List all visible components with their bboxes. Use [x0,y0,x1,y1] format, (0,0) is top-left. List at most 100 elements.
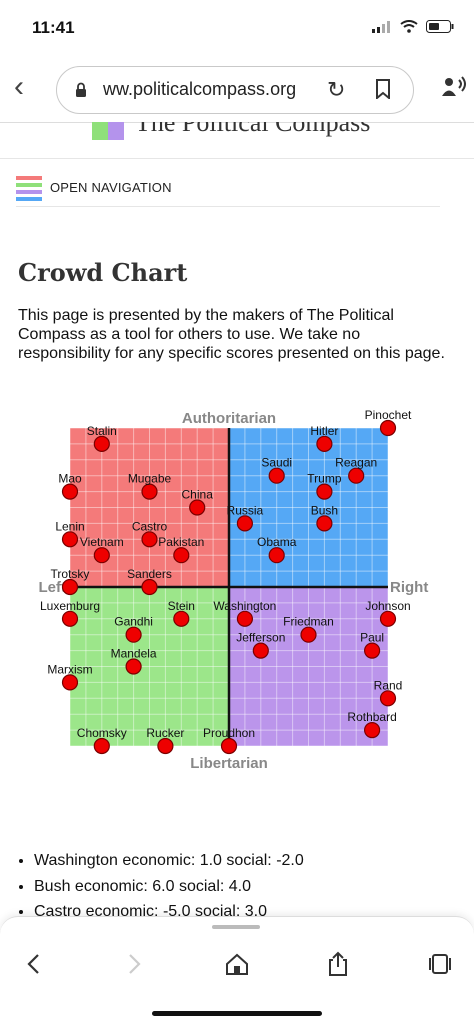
data-point-china [189,499,206,516]
speaker-icon[interactable] [442,76,468,98]
data-point-rucker [157,737,174,755]
data-point-trump [316,483,333,500]
data-point-obama [268,547,285,564]
data-point-stein [173,610,190,627]
data-point-sanders [141,578,158,596]
data-label: Marxism [47,662,92,676]
data-label: Proudhon [203,726,255,740]
data-point-washington [236,610,253,627]
data-label: Lenin [55,519,84,533]
data-point-russia [236,515,253,532]
data-label: Stalin [87,424,117,438]
data-point-stalin [93,435,110,453]
data-point-rothbard [364,722,381,739]
intro-text: This page is presented by the makers of … [18,307,445,362]
data-point-paul [364,642,381,659]
data-label: Vietnam [80,535,124,549]
data-label: Sanders [127,567,172,581]
reload-icon[interactable]: ↻ [327,77,346,102]
quadrant-authoritarian-right [229,428,388,587]
site-header: The Political Compass [0,122,474,159]
data-label: China [182,488,214,502]
share-icon[interactable] [323,949,353,979]
data-label: Trotsky [51,567,90,581]
site-title: The Political Compass [135,122,371,137]
data-point-luxemburg [61,610,79,627]
data-label: Castro [132,519,168,533]
data-point-castro [141,531,158,548]
data-point-johnson [379,610,397,627]
data-label: Hitler [310,424,338,438]
data-label: Mugabe [128,472,172,486]
site-logo [92,122,124,140]
data-label: Jefferson [236,631,285,645]
data-label: Stein [168,599,195,613]
sheet-grabber[interactable] [212,925,260,929]
data-label: Bush [311,503,338,517]
bookmark-icon[interactable] [375,79,391,99]
data-point-saudi [268,467,285,484]
data-point-hitler [316,435,333,453]
score-list-item: Castro economic: -5.0 social: 3.0 [34,899,304,925]
data-label: Russia [227,503,264,517]
address-field[interactable]: ww.politicalcompass.org ↻ [56,66,414,114]
data-label: Chomsky [77,726,127,740]
score-list-item: Washington economic: 1.0 social: -2.0 [34,848,304,874]
data-label: Rand [374,678,403,692]
data-label: Gandhi [114,615,153,629]
data-point-trotsky [61,578,79,596]
data-point-pinochet [379,419,397,437]
data-points: Stalin Hitler Pinochet Mugabe China Mao Saudi R… [40,408,412,755]
page-title: Crowd Chart [18,258,188,287]
status-icons [372,20,454,33]
tabs-icon[interactable] [425,949,455,979]
browser-toolbar [0,916,474,1025]
axis-label-libertarian: Libertarian [190,755,268,772]
data-label: Obama [257,535,297,549]
open-navigation[interactable]: OPEN NAVIGATION [16,170,440,207]
axis-label-left: Left [39,579,67,596]
quadrant-libertarian-left [70,587,229,746]
back-icon[interactable]: ‹ [14,70,24,103]
forward-nav-icon[interactable] [120,949,150,979]
axis-label-right: Right [390,579,428,596]
data-point-chomsky [93,737,110,755]
data-label: Pinochet [365,408,412,422]
data-label: Reagan [335,456,377,470]
data-point-bush [316,515,333,532]
data-point-vietnam [93,547,110,564]
back-nav-icon[interactable] [18,949,48,979]
data-point-gandhi [125,626,142,643]
data-point-marxism [61,674,79,691]
score-list-item: Bush economic: 6.0 social: 4.0 [34,874,304,900]
battery-icon [426,20,454,33]
crowd-chart: Authoritarian Libertarian Left Right Sta… [39,408,429,772]
data-point-mandela [125,658,142,675]
data-label: Paul [360,631,384,645]
nav-label: OPEN NAVIGATION [50,180,172,195]
lock-icon [76,82,86,97]
browser-url-bar: ‹ ww.politicalcompass.org ↻ [0,58,474,123]
menu-icon [16,176,42,204]
data-point-jefferson [252,642,269,659]
data-point-rand [379,690,397,707]
home-icon[interactable] [222,949,252,979]
wifi-icon [400,20,418,33]
data-label: Mandela [111,647,157,661]
status-time: 11:41 [32,18,75,37]
data-label: Rothbard [347,710,396,724]
data-label: Johnson [365,599,410,613]
data-label: Rucker [146,726,184,740]
signal-icon [372,20,390,33]
data-point-proudhon [220,737,238,755]
score-list: Washington economic: 1.0 social: -2.0Bus… [16,848,304,925]
axis-label-authoritarian: Authoritarian [182,410,276,427]
data-label: Trump [307,472,342,486]
data-label: Pakistan [158,535,204,549]
data-point-pakistan [173,547,190,564]
data-label: Luxemburg [40,599,100,613]
url-text: ww.politicalcompass.org [103,79,297,99]
data-label: Friedman [283,615,334,629]
data-label: Washington [213,599,276,613]
data-point-friedman [300,626,317,643]
